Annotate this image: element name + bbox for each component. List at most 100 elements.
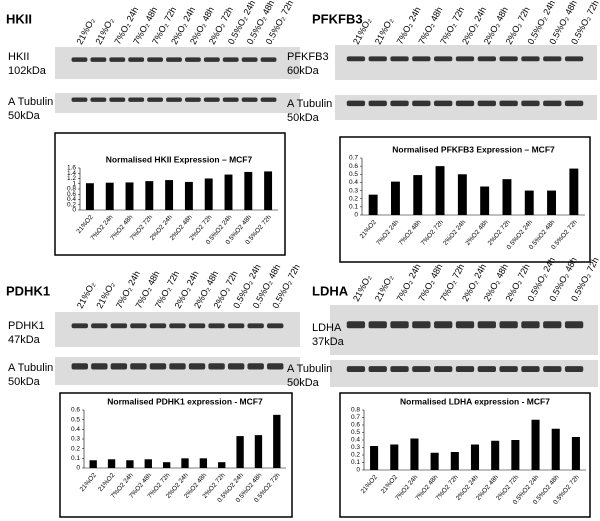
bar [524,190,534,215]
blot-label: LDHA [312,322,342,334]
blot-band [110,323,128,329]
blot-band [71,323,88,329]
blot-band [184,97,201,102]
blot-band [521,366,540,373]
blot-band [227,323,245,329]
blot-band [71,57,88,62]
blot-band [149,323,167,329]
chart-box [59,392,293,518]
blot-membrane [55,47,300,79]
blot-band [128,57,145,62]
blot-band [166,57,182,62]
blot-band [543,56,562,62]
bar [470,444,480,470]
bar [531,419,540,470]
bar [85,183,94,210]
blot-band [412,56,431,62]
blot-kda: 37kDa [312,336,345,348]
bar [144,459,152,468]
loading-kda: 50kDa [287,112,320,124]
bar [551,428,560,470]
blot-label: PDHK1 [8,320,45,332]
blot-band [149,363,167,370]
blot-band [247,363,264,370]
blot-band [188,323,206,329]
bar [430,452,439,470]
bar [181,458,189,468]
blot-band [499,366,518,373]
blot-band [499,100,518,107]
blot-band [346,56,366,62]
y-tick-label: 1.6 [67,165,76,172]
blot-band [521,100,540,107]
blot-band [203,57,220,62]
y-tick-label: 0.1 [71,455,80,462]
blot-band [564,366,584,373]
blot-band [227,363,245,370]
lane-label: 21%O₂ [373,273,395,303]
y-tick-label: 0.2 [71,445,80,452]
blot-band [477,321,496,329]
blot-band [477,100,496,107]
blot-band [110,363,128,370]
bar [218,462,226,468]
panel-label: LDHA [312,283,349,298]
y-tick-label: 0.4 [351,437,360,444]
bar [204,178,213,210]
y-tick-label: 0.5 [71,416,80,423]
loading-kda: 50kDa [8,110,41,122]
bar [125,182,134,210]
blot-kda: 102kDa [8,65,47,77]
loading-kda: 50kDa [8,376,41,388]
blot-band [455,100,475,107]
bar [126,460,134,468]
y-tick-label: 0.7 [351,414,360,421]
blot-band [90,97,107,102]
blot-membrane [330,305,598,355]
y-tick-label: 0.6 [67,191,76,198]
blot-band [147,57,164,62]
bar [390,444,399,470]
bar [457,174,467,215]
bar [224,174,233,210]
bar [547,190,557,215]
y-tick-label: 0 [354,212,358,219]
blot-band [91,363,108,370]
bar [435,166,445,215]
blot-band [346,321,366,329]
blot-band [260,57,277,62]
blot-band [434,321,453,329]
y-tick-label: 0.5 [349,171,358,178]
bar [491,440,500,470]
blot-band [241,57,258,62]
blot-kda: 60kDa [287,65,320,77]
bar [165,180,174,210]
blot-band [247,323,264,329]
blot-band [390,56,409,62]
blot-band [543,100,562,107]
blot-band [90,57,107,62]
blot-band [91,323,108,329]
blot-membrane [330,360,598,387]
blot-band [434,100,453,107]
y-tick-label: 0.6 [71,407,80,414]
bar [370,446,379,470]
chart-title: Normalised PFKFB3 Expression – MCF7 [392,144,555,154]
blot-band [543,366,562,373]
y-tick-label: 0.6 [349,163,358,170]
chart-box [339,392,591,518]
bar [450,452,459,470]
blot-band [477,366,496,373]
y-tick-label: 0.2 [67,201,76,208]
blot-band [477,56,496,62]
lane-label: 21%O₂ [373,16,395,46]
bar [162,462,171,468]
blot-band [434,366,453,373]
blot-band [267,363,284,370]
blot-band [109,57,126,62]
blot-band [390,321,409,329]
lane-label: 21%O₂ [351,273,373,303]
blot-membrane [335,95,597,120]
blot-band [412,100,431,107]
blot-band [267,323,284,329]
